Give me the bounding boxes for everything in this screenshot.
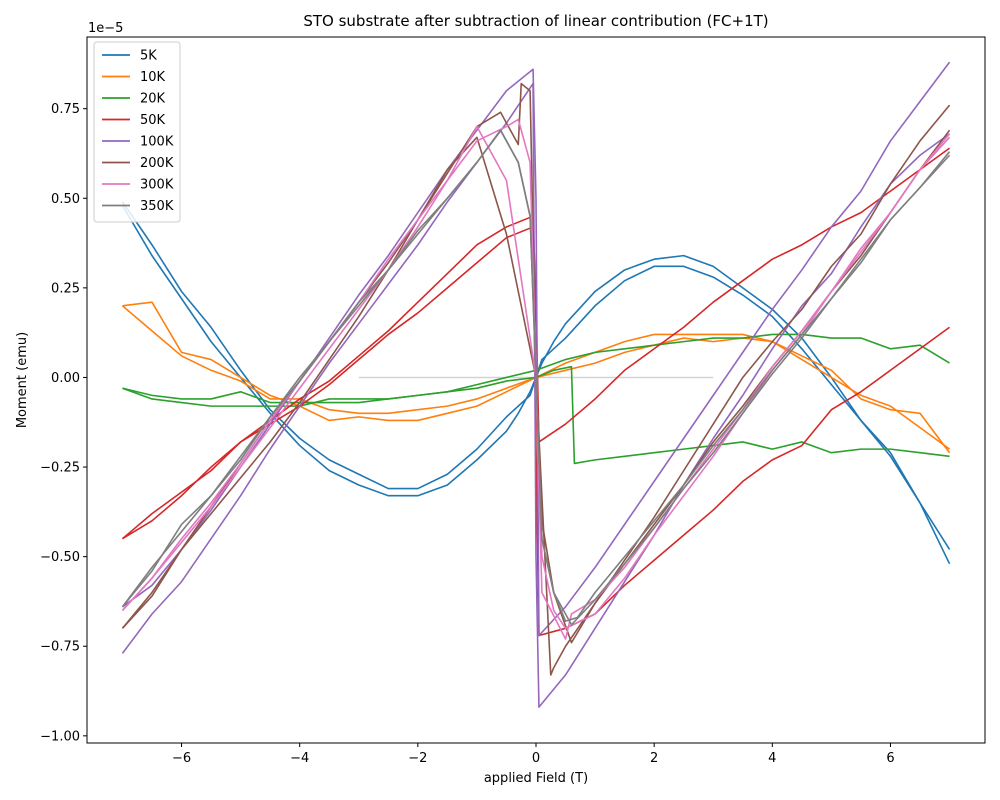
axes: −6 −4 −2 0 2 4 6 −1.00 −0.75 −0.50 −0.25 0.00 0.25 0.… [40,36,986,766]
x-tick-label: 6 [886,751,894,766]
legend: 5K 10K 20K 50K 100K 200K 300K 350K [93,41,181,223]
y-offset-label: 1e−5 [88,21,123,36]
y-tick-label: 0.75 [51,102,80,117]
x-tick-label: −6 [172,751,191,766]
y-axis-label: Moment (emu) [15,332,30,428]
y-tick-label: −1.00 [40,729,80,744]
x-tick-label: 4 [768,751,776,766]
legend-label-300K: 300K [140,178,174,193]
legend-label-10K: 10K [140,70,166,85]
series-line-350K-branch-2 [121,129,951,626]
legend-label-100K: 100K [140,135,174,150]
legend-label-20K: 20K [140,92,166,107]
y-tick-label: −0.25 [40,461,80,476]
series-line-100K-branch-1 [121,82,951,708]
legend-label-350K: 350K [140,199,174,214]
series-line-20K-branch-1 [122,365,950,465]
series-line-100K-branch-2 [121,61,951,637]
x-axis-label: applied Field (T) [484,771,588,786]
legend-label-5K: 5K [140,49,157,64]
y-tick-label: 0.25 [51,281,80,296]
x-tick-label: −4 [290,751,309,766]
legend-box [93,41,181,223]
legend-label-200K: 200K [140,156,174,171]
legend-label-50K: 50K [140,113,166,128]
y-tick-label: 0.50 [51,192,80,207]
plot-area [121,61,951,708]
series-group [121,61,951,708]
y-tick-label: −0.75 [40,640,80,655]
x-tick-label: 0 [532,751,540,766]
y-tick-label: −0.50 [40,550,80,565]
chart-title: STO substrate after subtraction of linea… [303,12,768,30]
y-tick-label: 0.00 [51,371,80,386]
x-tick-label: 2 [650,751,658,766]
x-tick-label: −2 [408,751,427,766]
